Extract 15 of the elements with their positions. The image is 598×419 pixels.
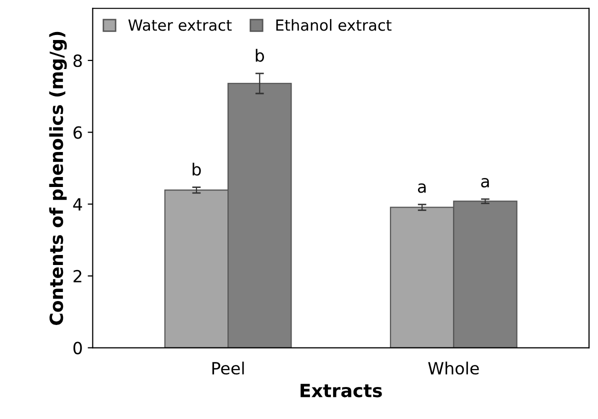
- annotation: b: [192, 162, 201, 176]
- x-tick-label: Peel: [212, 362, 244, 375]
- annotation: a: [481, 178, 489, 188]
- y-tick-label: 8: [73, 54, 82, 68]
- y-tick-label: 0: [73, 342, 82, 354]
- x-tick-label: Whole: [428, 362, 479, 375]
- y-tick-label: 6: [74, 126, 82, 139]
- annotation: a: [418, 183, 426, 193]
- annotation: b: [256, 48, 264, 62]
- y-tick-label: 4: [73, 198, 82, 210]
- y-axis-title: Contents of phenolics (mg/g): [49, 32, 67, 325]
- legend-label: Water extract: [128, 20, 232, 31]
- x-axis-title: Extracts: [300, 384, 382, 398]
- legend-label: Ethanol extract: [276, 19, 392, 31]
- y-tick-label: 2: [74, 270, 82, 282]
